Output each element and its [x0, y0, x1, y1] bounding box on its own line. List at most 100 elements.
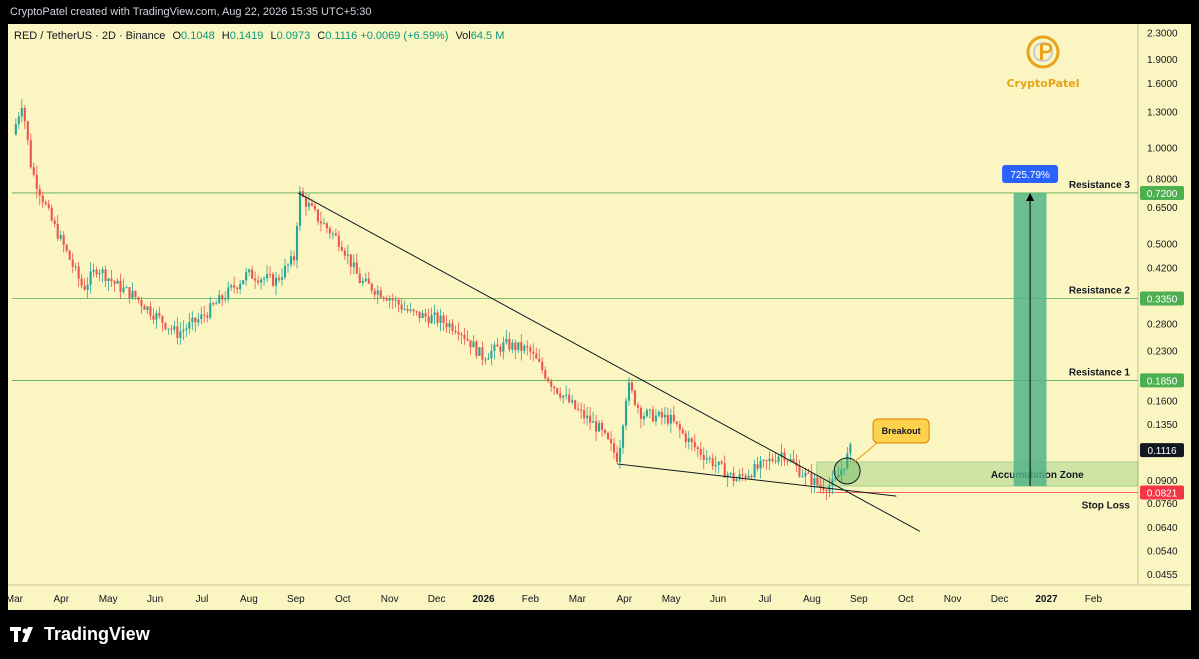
candle-body — [224, 298, 227, 300]
candle-body — [523, 346, 526, 351]
candle-body — [20, 107, 23, 117]
y-tick-label: 0.8000 — [1147, 174, 1178, 185]
candle-body — [813, 478, 816, 485]
candle-body — [780, 452, 783, 457]
candle-body — [77, 266, 80, 279]
candle-body — [843, 468, 846, 470]
candle-body — [714, 464, 717, 467]
candle-body — [615, 452, 619, 462]
candle-body — [38, 188, 41, 196]
candle-body — [113, 281, 116, 284]
candle-body — [547, 378, 550, 382]
y-tick-label: 0.1600 — [1147, 396, 1178, 407]
breakout-label: Breakout — [882, 426, 921, 436]
candle-body — [837, 475, 840, 478]
resistance-label: Resistance 1 — [1069, 367, 1131, 378]
candle-body — [421, 313, 424, 319]
candle-body — [245, 272, 248, 281]
candle-body — [840, 469, 843, 476]
candle-body — [586, 415, 589, 419]
candle-body — [759, 460, 762, 469]
candle-body — [822, 486, 825, 491]
candle-body — [385, 298, 388, 301]
header-caption: CryptoPatel created with TradingView.com… — [10, 6, 372, 18]
candle-body — [726, 474, 729, 478]
candle-body — [149, 306, 152, 316]
x-tick-label: Oct — [335, 594, 351, 605]
candle-body — [771, 458, 774, 461]
candle-body — [511, 342, 514, 350]
candle-body — [227, 287, 230, 299]
candle-body — [203, 314, 206, 316]
x-tick-label: Jun — [147, 594, 163, 605]
candle-body — [212, 303, 215, 305]
candle-body — [307, 203, 310, 207]
candle-body — [526, 346, 529, 348]
candle-body — [14, 123, 17, 135]
candle-body — [654, 415, 657, 422]
candle-body — [59, 235, 62, 239]
candle-body — [502, 342, 505, 352]
candle-body — [289, 256, 293, 265]
candle-body — [792, 459, 795, 463]
legend-high: 0.1419 — [229, 30, 264, 42]
candle-body — [179, 331, 182, 339]
candle-body — [158, 313, 161, 316]
price-tag-text: 0.3350 — [1147, 295, 1178, 306]
candle-body — [735, 479, 738, 482]
x-tick-label: Feb — [522, 594, 540, 605]
candle-body — [122, 287, 125, 292]
candle-body — [286, 264, 290, 266]
candle-body — [810, 473, 813, 485]
candle-body — [825, 490, 828, 492]
candle-body — [541, 361, 544, 370]
candle-body — [239, 284, 242, 290]
candle-body — [648, 409, 651, 411]
candle-body — [514, 342, 517, 351]
candle-body — [388, 298, 391, 301]
candle-body — [669, 414, 672, 424]
candle-body — [352, 262, 355, 267]
candle-body — [143, 305, 146, 310]
candle-body — [406, 309, 409, 311]
y-tick-label: 1.9000 — [1147, 55, 1178, 66]
candle-body — [188, 322, 191, 329]
candle-body — [376, 290, 379, 295]
candle-body — [83, 285, 86, 290]
price-tag-text: 0.7200 — [1147, 189, 1178, 200]
candle-body — [382, 297, 385, 299]
candle-body — [765, 460, 768, 462]
candle-body — [349, 254, 352, 267]
candle-body — [538, 358, 541, 362]
candle-body — [690, 438, 693, 443]
candle-body — [499, 346, 502, 352]
candle-body — [361, 281, 364, 284]
candle-body — [80, 278, 83, 286]
candle-body — [750, 475, 753, 478]
accumulation-zone — [816, 461, 1139, 487]
candle-body — [517, 342, 520, 351]
y-tick-label: 0.2800 — [1147, 319, 1178, 330]
candle-body — [633, 390, 637, 405]
price-tag-text: 0.1850 — [1147, 376, 1178, 387]
candle-body — [316, 209, 319, 222]
stop-loss-tag-text: 0.0821 — [1147, 489, 1178, 500]
candle-body — [445, 323, 448, 328]
candle-body — [400, 304, 403, 310]
candle-body — [251, 269, 254, 279]
candle-body — [798, 465, 801, 477]
candle-body — [574, 400, 577, 409]
cryptopatel-logo-icon — [1026, 35, 1060, 69]
candle-body — [675, 421, 678, 425]
candle-body — [283, 265, 287, 278]
chart-frame[interactable]: 2.3000 1.9000 1.6000 1.3000 1.0000 0.8000 0.65… — [8, 24, 1191, 610]
legend-close: 0.1116 — [325, 30, 358, 42]
candle-body — [275, 277, 278, 286]
candle-body — [415, 311, 418, 313]
price-chart[interactable]: 2.3000 1.9000 1.6000 1.3000 1.0000 0.8000 0.65… — [8, 24, 1191, 610]
candle-body — [358, 273, 361, 284]
target-arrow-head — [1026, 192, 1035, 201]
tradingview-icon — [10, 626, 33, 642]
tradingview-logo[interactable]: TradingView — [10, 624, 150, 645]
candle-body — [298, 191, 302, 226]
